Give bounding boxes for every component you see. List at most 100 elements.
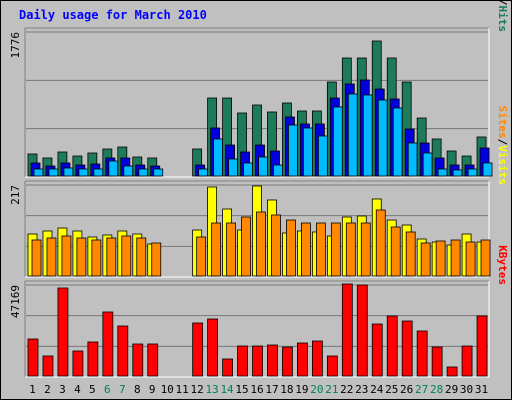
- x-tick-label-day-13: 13: [205, 383, 218, 396]
- bar-kbytes-day-20: [311, 340, 323, 377]
- bar-pages-day-9: [153, 168, 164, 177]
- bar-kbytes-day-2: [42, 355, 54, 377]
- bar-sites-day-2: [46, 237, 57, 277]
- x-tick-label-day-9: 9: [149, 383, 156, 396]
- series-label-separator: /: [496, 139, 509, 146]
- bar-pages-day-2: [48, 168, 59, 177]
- panel-kbytes: 47169 KBytes: [9, 245, 509, 378]
- bar-kbytes-day-23: [356, 284, 368, 377]
- x-tick-label-day-12: 12: [191, 383, 204, 396]
- bar-sites-day-18: [286, 219, 296, 277]
- x-tick-label-day-8: 8: [134, 383, 141, 396]
- bar-kbytes-day-30: [461, 345, 473, 377]
- bar-sites-day-28: [435, 240, 446, 277]
- bar-sites-day-21: [330, 222, 341, 277]
- bar-kbytes-day-21: [326, 355, 338, 377]
- bar-kbytes-day-9: [147, 343, 159, 377]
- bar-pages-day-16: [258, 156, 268, 177]
- x-tick-label-day-27: 27: [415, 383, 428, 396]
- bar-sites-day-22: [345, 222, 356, 277]
- series-label-pages-files-hits: Pages/Files/Hits: [496, 0, 509, 32]
- bar-pages-day-26: [407, 142, 418, 177]
- bar-sites-day-1: [31, 239, 42, 277]
- bar-sites-day-31: [480, 239, 491, 277]
- bar-kbytes-day-16: [252, 345, 263, 377]
- bar-sites-day-20: [315, 222, 326, 277]
- x-tick-label-day-7: 7: [119, 383, 126, 396]
- bar-kbytes-day-15: [237, 345, 248, 377]
- x-tick-label-day-31: 31: [475, 383, 488, 396]
- bar-pages-day-7: [123, 165, 134, 177]
- bar-sites-day-25: [390, 226, 401, 277]
- bar-kbytes-day-18: [282, 346, 293, 377]
- bar-pages-day-6: [108, 160, 119, 177]
- x-tick-label-day-10: 10: [161, 383, 174, 396]
- bar-sites-day-6: [106, 237, 117, 277]
- bar-pages-day-14: [228, 158, 238, 177]
- bar-kbytes-day-22: [341, 283, 353, 377]
- bar-sites-day-16: [256, 211, 266, 277]
- x-tick-label-day-4: 4: [74, 383, 81, 396]
- bar-pages-day-3: [63, 167, 74, 177]
- bar-pages-day-12: [198, 168, 209, 177]
- series-label-kbytes: KBytes: [496, 245, 509, 285]
- bar-kbytes-day-28: [431, 346, 443, 377]
- panel-visits-sites: 217 Sites/Visits: [9, 106, 509, 278]
- x-tick-label-day-5: 5: [89, 383, 96, 396]
- bar-pages-day-24: [377, 99, 388, 177]
- x-tick-label-day-29: 29: [445, 383, 458, 396]
- x-tick-label-day-21: 21: [325, 383, 338, 396]
- bar-kbytes-day-3: [57, 287, 69, 377]
- x-tick-label-day-6: 6: [104, 383, 111, 396]
- bar-kbytes-day-13: [207, 318, 219, 377]
- x-tick-label-day-15: 15: [235, 383, 248, 396]
- bar-kbytes-day-19: [297, 342, 308, 377]
- x-tick-label-day-24: 24: [370, 383, 384, 396]
- x-tick-label-day-14: 14: [220, 383, 234, 396]
- bar-kbytes-day-1: [27, 338, 39, 377]
- bar-kbytes-day-26: [401, 320, 413, 377]
- series-label-visits-sites: Sites/Visits: [496, 106, 509, 186]
- bar-pages-day-18: [288, 124, 298, 177]
- bar-pages-day-27: [422, 152, 433, 177]
- x-tick-label-day-23: 23: [355, 383, 368, 396]
- bar-pages-day-30: [467, 168, 478, 177]
- bar-kbytes-day-4: [72, 350, 84, 377]
- bar-pages-day-5: [93, 168, 104, 177]
- x-tick-label-day-28: 28: [430, 383, 443, 396]
- y-max-label: 217: [9, 185, 22, 205]
- x-tick-label-day-19: 19: [295, 383, 308, 396]
- bar-sites-day-7: [121, 235, 132, 277]
- bar-sites-day-23: [360, 222, 371, 277]
- bar-pages-day-20: [317, 135, 328, 177]
- bar-sites-day-15: [241, 216, 251, 277]
- bar-kbytes-day-5: [87, 341, 99, 377]
- bar-pages-day-13: [213, 138, 224, 177]
- x-tick-label-day-3: 3: [59, 383, 66, 396]
- bar-sites-day-4: [76, 237, 87, 277]
- bar-kbytes-day-7: [117, 325, 129, 377]
- bar-pages-day-17: [273, 164, 283, 177]
- x-tick-label-day-18: 18: [280, 383, 293, 396]
- bar-sites-day-27: [420, 242, 431, 277]
- chart-title: Daily usage for March 2010: [19, 8, 207, 22]
- bar-pages-day-4: [78, 168, 89, 177]
- x-tick-label-day-17: 17: [265, 383, 278, 396]
- bar-kbytes-day-31: [476, 315, 488, 377]
- bar-sites-day-5: [91, 239, 102, 277]
- bar-sites-day-19: [301, 222, 311, 277]
- x-tick-label-day-26: 26: [400, 383, 413, 396]
- bar-kbytes-day-24: [371, 323, 383, 377]
- bar-kbytes-day-27: [416, 330, 428, 377]
- bar-sites-day-9: [151, 242, 162, 277]
- bar-kbytes-day-29: [446, 366, 458, 377]
- x-tick-label-day-25: 25: [385, 383, 398, 396]
- x-tick-label-day-16: 16: [250, 383, 263, 396]
- bar-sites-day-14: [226, 222, 236, 277]
- y-max-label: 47169: [9, 285, 22, 318]
- bar-sites-day-17: [271, 214, 281, 277]
- bar-sites-day-29: [450, 239, 461, 277]
- bar-kbytes-day-8: [132, 343, 144, 377]
- panel-pages-files-hits: 1776 Pages/Files/Hits: [9, 0, 509, 178]
